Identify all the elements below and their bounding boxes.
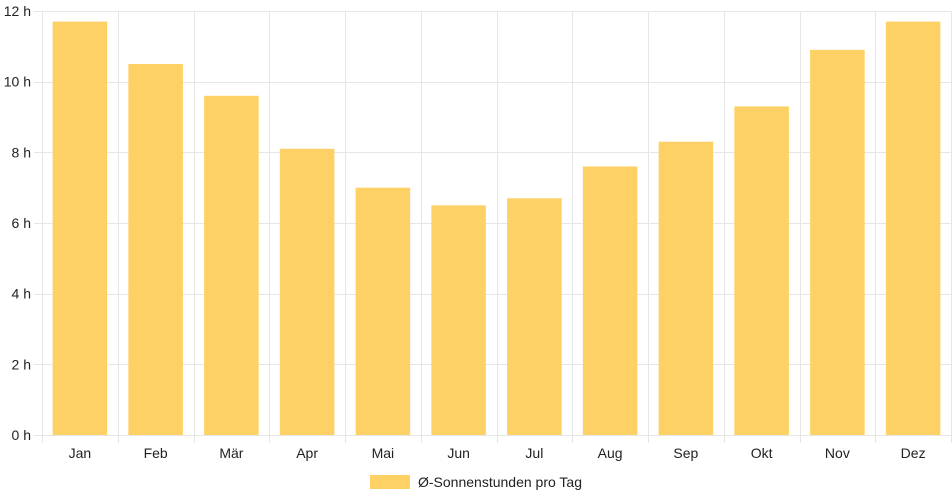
bar-okt[interactable]	[734, 106, 789, 436]
bar-jan[interactable]	[52, 21, 108, 435]
y-tick-label: 2 h	[12, 356, 31, 372]
x-tick-label: Jul	[525, 445, 543, 461]
x-tick-label: Nov	[825, 445, 850, 461]
x-tick-label: Mär	[219, 445, 243, 461]
x-tick-label: Okt	[751, 445, 773, 461]
y-tick-label: 0 h	[12, 427, 31, 443]
bar-aug[interactable]	[582, 166, 638, 435]
y-tick-label: 12 h	[4, 3, 31, 19]
legend[interactable]: Ø-Sonnenstunden pro Tag	[370, 474, 582, 490]
y-tick-label: 10 h	[4, 74, 31, 90]
bar-jun[interactable]	[431, 205, 486, 435]
bar-mai[interactable]	[355, 187, 411, 435]
y-tick-label: 4 h	[12, 286, 31, 302]
x-tick-label: Jan	[69, 445, 92, 461]
y-axis: 0 h 2 h 4 h 6 h 8 h 10 h 12 h	[4, 3, 31, 443]
bar-sep[interactable]	[658, 141, 714, 435]
x-tick-label: Sep	[673, 445, 698, 461]
legend-label[interactable]: Ø-Sonnenstunden pro Tag	[418, 474, 582, 490]
x-tick-label: Feb	[144, 445, 168, 461]
grid-lines	[34, 11, 952, 443]
y-tick-label: 8 h	[12, 144, 31, 160]
bar-feb[interactable]	[128, 64, 183, 435]
x-tick-label: Apr	[296, 445, 318, 461]
bar-jul[interactable]	[507, 198, 562, 435]
bar-nov[interactable]	[810, 49, 865, 435]
bar-mär[interactable]	[204, 95, 259, 436]
legend-swatch[interactable]	[370, 475, 411, 489]
bars	[52, 21, 941, 436]
x-tick-label: Dez	[901, 445, 926, 461]
x-tick-label: Jun	[447, 445, 470, 461]
x-axis: Jan Feb Mär Apr Mai Jun Jul Aug Sep Okt Nov Dez	[69, 445, 926, 461]
y-tick-label: 6 h	[12, 215, 31, 231]
bar-dez[interactable]	[885, 21, 941, 435]
x-tick-label: Mai	[372, 445, 395, 461]
x-tick-label: Aug	[598, 445, 623, 461]
bar-apr[interactable]	[279, 148, 335, 436]
